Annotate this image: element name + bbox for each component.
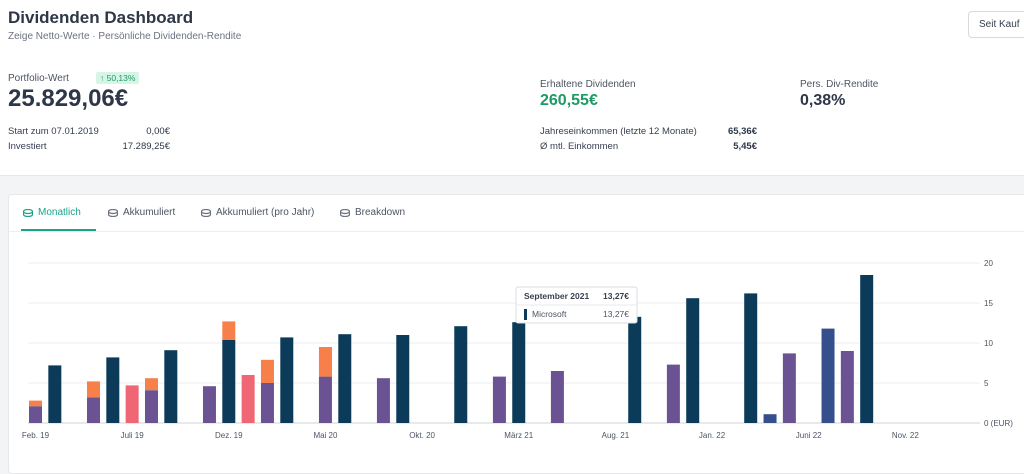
chart-tabs: Monatlich Akkumuliert Akkumuliert (pro J… bbox=[9, 195, 1024, 232]
tab-label: Monatlich bbox=[38, 207, 81, 218]
page-subtitle: Zeige Netto-Werte · Persönliche Dividend… bbox=[8, 31, 242, 42]
monthly-income-label: Ø mtl. Einkommen bbox=[540, 141, 619, 152]
growth-badge: ↑ 50,13% bbox=[96, 72, 140, 84]
tab-label: Breakdown bbox=[355, 207, 406, 218]
active-tab-indicator bbox=[21, 229, 96, 231]
dashboard-header: Dividenden Dashboard Zeige Netto-Werte ·… bbox=[0, 0, 1024, 176]
invested-label: Investiert bbox=[8, 141, 47, 152]
coin-stack-icon bbox=[108, 208, 118, 217]
coin-stack-icon bbox=[201, 208, 211, 217]
since-purchase-button[interactable]: Seit Kauf bbox=[968, 11, 1024, 38]
dividend-yield-label: Pers. Div-Rendite bbox=[800, 79, 879, 90]
tab-accumulated-per-year[interactable]: Akkumuliert (pro Jahr) bbox=[201, 207, 314, 218]
invested-value: 17.289,25€ bbox=[122, 141, 170, 152]
coin-stack-icon bbox=[23, 208, 33, 217]
tab-label: Akkumuliert (pro Jahr) bbox=[216, 207, 315, 218]
page-title: Dividenden Dashboard bbox=[8, 8, 194, 27]
tab-accumulated[interactable]: Akkumuliert bbox=[108, 207, 175, 218]
dividends-received-value: 260,55€ bbox=[540, 92, 598, 109]
dividend-chart-card: Monatlich Akkumuliert Akkumuliert (pro J… bbox=[8, 194, 1024, 474]
tab-breakdown[interactable]: Breakdown bbox=[340, 207, 405, 218]
dividend-yield-value: 0,38% bbox=[800, 92, 846, 109]
start-value: 0,00€ bbox=[146, 126, 170, 137]
tab-monthly[interactable]: Monatlich bbox=[23, 207, 81, 218]
annual-income-value: 65,36€ bbox=[727, 126, 757, 137]
tab-label: Akkumuliert bbox=[123, 207, 176, 218]
start-label: Start zum 07.01.2019 bbox=[8, 126, 99, 137]
coin-stack-icon bbox=[340, 208, 350, 217]
monthly-income-value: 5,45€ bbox=[733, 141, 757, 152]
portfolio-value-label: Portfolio-Wert bbox=[8, 73, 69, 84]
portfolio-value: 25.829,06€ bbox=[8, 85, 129, 112]
annual-income-label: Jahreseinkommen (letzte 12 Monate) bbox=[540, 126, 697, 137]
dividends-received-label: Erhaltene Dividenden bbox=[540, 79, 636, 90]
